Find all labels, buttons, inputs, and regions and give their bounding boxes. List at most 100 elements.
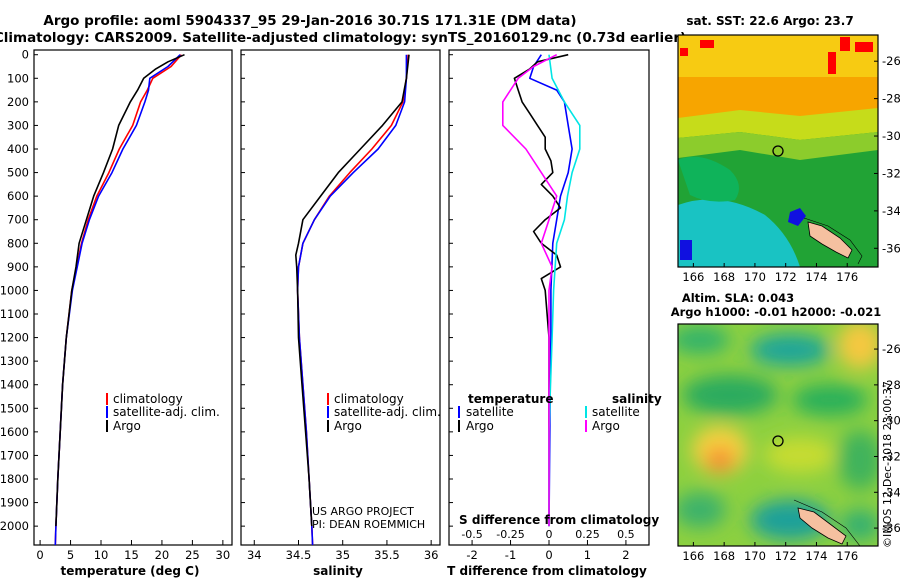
lat-tick-label: -36 xyxy=(882,521,900,535)
lon-tick-label: 170 xyxy=(744,270,766,284)
depth-tick-label: 1500 xyxy=(0,401,29,415)
legend-label-satellite: satellite-adj. clim. xyxy=(113,405,220,419)
sst-hot-patch xyxy=(680,48,688,56)
difference-axis-label: T difference from climatology xyxy=(447,564,647,578)
depth-tick-label: 700 xyxy=(7,213,29,227)
lat-tick-label: -28 xyxy=(882,378,900,392)
lon-tick-label: 168 xyxy=(713,549,735,563)
depth-tick-label: 1700 xyxy=(0,448,29,462)
title-line-2: Climatology: CARS2009. Satellite-adjuste… xyxy=(0,30,686,46)
lat-tick-label: -34 xyxy=(882,485,900,499)
x-tick-label: 5 xyxy=(67,548,74,562)
depth-tick-label: 1100 xyxy=(0,307,29,321)
sst-cool-patch xyxy=(678,199,800,267)
salinity-axis-label: salinity xyxy=(313,564,363,578)
depth-tick-label: 1000 xyxy=(0,283,29,297)
x-tick-label: 0 xyxy=(545,548,552,562)
x-tick-label: 34.5 xyxy=(286,548,312,562)
depth-tick-label: 200 xyxy=(7,95,29,109)
depth-tick-label: 300 xyxy=(7,118,29,132)
depth-tick-label: 0 xyxy=(22,48,29,62)
lat-tick-label: -32 xyxy=(882,166,900,180)
title-line-1: Argo profile: aoml 5904337_95 29-Jan-201… xyxy=(43,13,576,29)
x-tick-label: 25 xyxy=(185,548,200,562)
difference-legend: temperature satellite Argo salinity sate… xyxy=(458,392,662,527)
series-line-climatology xyxy=(296,54,409,546)
lon-tick-label: 168 xyxy=(713,270,735,284)
x-tick-label: 15 xyxy=(124,548,139,562)
s-diff-tick-label: -0.5 xyxy=(461,528,482,541)
imos-credit: ©IMOS 12-Dec-2018 23:00:37 xyxy=(881,381,894,548)
sst-map xyxy=(678,35,878,267)
legend-label-s-satellite: satellite xyxy=(592,405,640,419)
coastline xyxy=(793,499,861,546)
lon-tick-label: 176 xyxy=(836,549,858,563)
sst-missing-patch xyxy=(680,240,692,260)
series-line-argo xyxy=(294,54,410,527)
lon-tick-label: 176 xyxy=(836,270,858,284)
depth-tick-label: 1900 xyxy=(0,496,29,510)
lon-tick-label: 172 xyxy=(775,270,797,284)
salinity-legend: climatology satellite-adj. clim. Argo US… xyxy=(312,392,441,531)
lon-tick-label: 166 xyxy=(682,549,704,563)
lat-tick-label: -34 xyxy=(882,204,900,218)
sla-map-title: Altim. SLA: 0.043 xyxy=(682,291,794,305)
legend-label-argo: Argo xyxy=(113,419,141,433)
legend-label-argo: Argo xyxy=(334,419,362,433)
salinity-panel-frame xyxy=(240,49,441,546)
depth-tick-label: 1300 xyxy=(0,354,29,368)
argo-location-marker xyxy=(772,145,784,157)
depth-tick-label: 1600 xyxy=(0,425,29,439)
new-zealand-land xyxy=(807,221,853,259)
lon-tick-label: 172 xyxy=(775,549,797,563)
depth-tick-label: 600 xyxy=(7,189,29,203)
sst-hot-patch xyxy=(855,42,873,52)
sla-map xyxy=(678,324,878,546)
new-zealand-land xyxy=(797,507,847,545)
legend-label-s-argo: Argo xyxy=(592,419,620,433)
sst-hot-patch xyxy=(840,37,850,51)
argo-location-marker xyxy=(772,435,784,447)
credit-pi: PI: DEAN ROEMMICH xyxy=(312,518,425,531)
s-difference-label: S difference from climatology xyxy=(459,513,659,527)
sst-hot-patch xyxy=(700,40,714,48)
sst-hot-patch xyxy=(828,52,836,74)
sst-missing-patch xyxy=(788,208,806,226)
temperature-axis-label: temperature (deg C) xyxy=(61,564,200,578)
sst-map-title: sat. SST: 22.6 Argo: 23.7 xyxy=(686,14,853,28)
x-tick-label: 30 xyxy=(216,548,231,562)
depth-tick-label: 400 xyxy=(7,142,29,156)
legend-label-t-argo: Argo xyxy=(466,419,494,433)
x-tick-label: 35.5 xyxy=(374,548,400,562)
x-tick-label: 1 xyxy=(584,548,591,562)
lon-tick-label: 174 xyxy=(805,270,827,284)
legend-label-climatology: climatology xyxy=(113,392,183,406)
lat-tick-label: -30 xyxy=(882,129,900,143)
lon-tick-label: 170 xyxy=(744,549,766,563)
s-diff-tick-label: 0 xyxy=(546,528,553,541)
legend-title-temperature: temperature xyxy=(468,392,553,406)
depth-tick-label: 1200 xyxy=(0,331,29,345)
series-line-salinity-argo xyxy=(501,53,558,527)
series-line-argo xyxy=(55,53,185,527)
lat-tick-label: -26 xyxy=(882,342,900,356)
legend-label-t-satellite: satellite xyxy=(466,405,514,419)
x-tick-label: 36 xyxy=(424,548,439,562)
lon-tick-label: 174 xyxy=(805,549,827,563)
temperature-panel-frame xyxy=(33,49,233,546)
series-line-temperature-satellite xyxy=(528,54,573,527)
series-line-salinity-satellite xyxy=(548,54,581,527)
legend-title-salinity: salinity xyxy=(612,392,662,406)
lat-tick-label: -26 xyxy=(882,54,900,68)
lat-tick-label: -36 xyxy=(882,241,900,255)
coastline xyxy=(803,217,863,265)
depth-tick-label: 500 xyxy=(7,166,29,180)
lat-tick-label: -30 xyxy=(882,414,900,428)
lat-tick-label: -32 xyxy=(882,449,900,463)
x-tick-label: 2 xyxy=(622,548,629,562)
s-diff-tick-label: -0.25 xyxy=(496,528,524,541)
x-tick-label: 34 xyxy=(247,548,262,562)
credit-project: US ARGO PROJECT xyxy=(312,505,414,518)
lat-tick-label: -28 xyxy=(882,92,900,106)
